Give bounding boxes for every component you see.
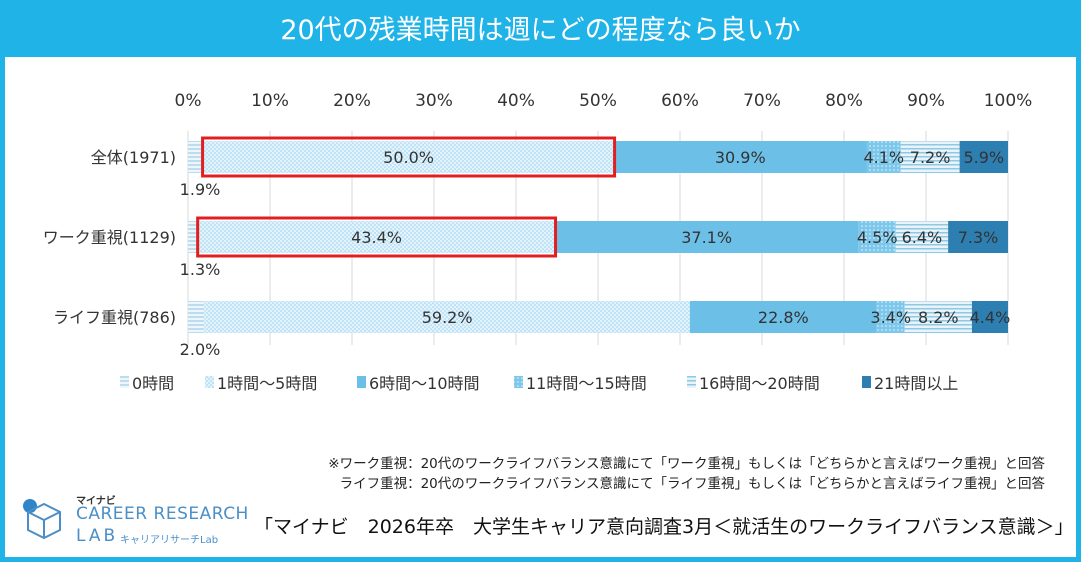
bar-segment bbox=[900, 141, 960, 173]
bar-segment bbox=[948, 221, 1008, 253]
logo-title-line2: LAB bbox=[76, 526, 119, 546]
bar-segment bbox=[971, 301, 1008, 333]
legend-swatch bbox=[514, 376, 523, 388]
bar-segment bbox=[188, 221, 199, 253]
category-label: ライフ重視(786) bbox=[53, 308, 176, 327]
data-label: 37.1% bbox=[681, 228, 732, 247]
stacked-bar-chart: 0% 10% 20% 30% 40% 50% 60% 70% 80% 90% 100% 全体(197… bbox=[43, 91, 1033, 393]
legend-swatch bbox=[120, 376, 129, 388]
data-label: 7.2% bbox=[910, 148, 951, 167]
data-label: 4.4% bbox=[970, 308, 1011, 327]
legend-swatch bbox=[357, 376, 366, 388]
source-citation: 「マイナビ 2026年卒 大学生キャリア意向調査3月＜就活生のワークライフバラン… bbox=[254, 516, 1074, 538]
bar-segment bbox=[198, 221, 555, 253]
category-label: 全体(1971) bbox=[91, 148, 176, 167]
bar-segment bbox=[866, 141, 901, 173]
data-label: 1.9% bbox=[180, 180, 221, 199]
data-label: 59.2% bbox=[422, 308, 473, 327]
bar-segment bbox=[876, 301, 905, 333]
cube-logo-icon bbox=[23, 499, 61, 540]
x-tick-label: 90% bbox=[907, 91, 945, 111]
x-tick-label: 10% bbox=[251, 91, 289, 111]
legend-label: 11時間～15時間 bbox=[526, 374, 647, 393]
bar-segment bbox=[858, 221, 896, 253]
category-label: ワーク重視(1129) bbox=[43, 228, 176, 247]
x-tick-label: 100% bbox=[984, 91, 1033, 111]
data-label: 1.3% bbox=[180, 260, 221, 279]
logo-title-line1: CAREER RESEARCH bbox=[76, 504, 249, 524]
data-label: 4.5% bbox=[857, 228, 898, 247]
data-label: 43.4% bbox=[351, 228, 402, 247]
legend-label: 0時間 bbox=[132, 374, 174, 393]
bar-segment bbox=[959, 141, 1008, 173]
bar-segment bbox=[904, 301, 972, 333]
bar-segment bbox=[204, 301, 690, 333]
chart-title: 20代の残業時間は週にどの程度なら良いか bbox=[5, 5, 1076, 57]
x-tick-label: 70% bbox=[743, 91, 781, 111]
footnote-life: ライフ重視：20代のワークライフバランス意識にて「ライフ重視」もしくは「どちらか… bbox=[339, 476, 1045, 492]
logo-brand: マイナビ bbox=[76, 496, 116, 507]
data-label: 7.3% bbox=[958, 228, 999, 247]
bar-segment bbox=[203, 141, 614, 173]
highlight-box bbox=[196, 216, 558, 258]
footnote-work: ※ワーク重視：20代のワークライフバランス意識にて「ワーク重視」もしくは「どちら… bbox=[328, 456, 1045, 472]
legend-label: 21時間以上 bbox=[874, 374, 958, 393]
data-label: 30.9% bbox=[715, 148, 766, 167]
x-tick-label: 30% bbox=[415, 91, 453, 111]
career-research-lab-logo: マイナビ CAREER RESEARCH LAB キャリアリサーチLab bbox=[20, 492, 248, 552]
bar-segment bbox=[188, 141, 204, 173]
data-label: 8.2% bbox=[918, 308, 959, 327]
x-tick-label: 50% bbox=[579, 91, 617, 111]
data-label: 22.8% bbox=[758, 308, 809, 327]
x-tick-label: 20% bbox=[333, 91, 371, 111]
legend-label: 16時間～20時間 bbox=[699, 374, 820, 393]
bar-segment bbox=[895, 221, 949, 253]
x-tick-label: 80% bbox=[825, 91, 863, 111]
bar-segment bbox=[188, 301, 205, 333]
data-label: 6.4% bbox=[902, 228, 943, 247]
legend-label: 6時間～10時間 bbox=[369, 374, 480, 393]
legend-swatch bbox=[205, 376, 214, 388]
bar-segment bbox=[554, 221, 859, 253]
data-label: 2.0% bbox=[180, 340, 221, 359]
logo-subtitle: キャリアリサーチLab bbox=[120, 535, 219, 546]
highlight-box bbox=[201, 136, 617, 178]
data-label: 3.4% bbox=[870, 308, 911, 327]
data-label: 5.9% bbox=[963, 148, 1004, 167]
x-tick-label: 60% bbox=[661, 91, 699, 111]
bar-segment bbox=[689, 301, 877, 333]
x-tick-label: 40% bbox=[497, 91, 535, 111]
data-label: 50.0% bbox=[383, 148, 434, 167]
data-label: 4.1% bbox=[863, 148, 904, 167]
legend-label: 1時間～5時間 bbox=[217, 374, 317, 393]
legend-swatch bbox=[687, 376, 696, 388]
bar-segment bbox=[613, 141, 867, 173]
x-tick-label: 0% bbox=[175, 91, 202, 111]
legend-swatch bbox=[862, 376, 871, 388]
